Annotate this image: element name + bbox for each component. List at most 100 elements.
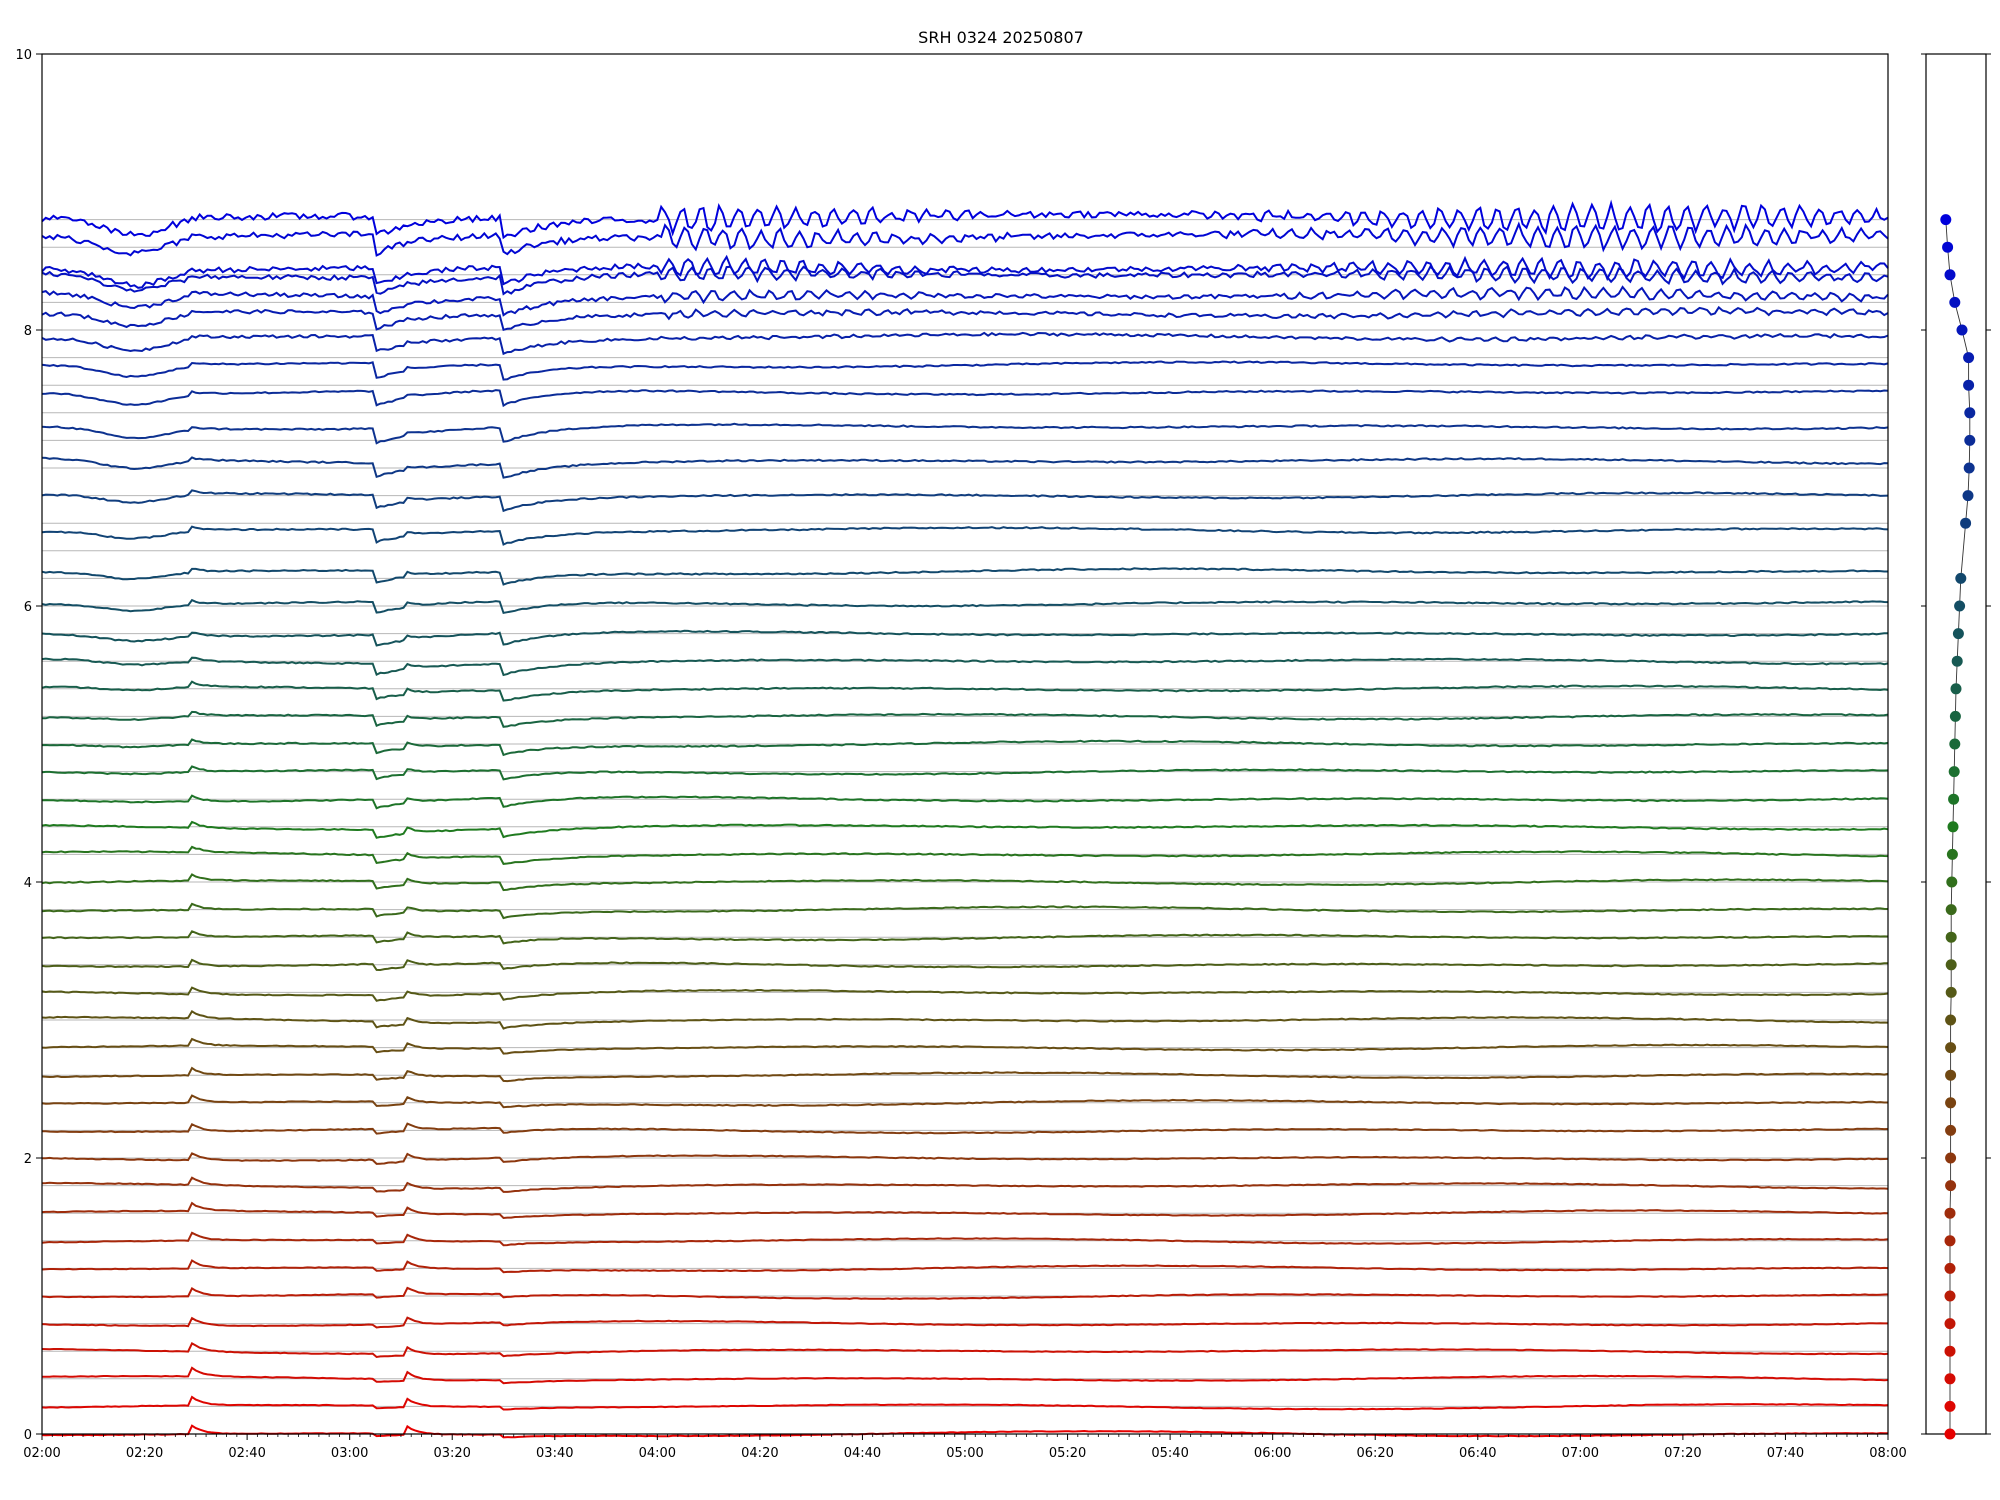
y-tick-label: 10 <box>15 48 32 63</box>
x-tick-label: 02:20 <box>126 1446 163 1461</box>
channel-trace <box>41 902 1889 920</box>
x-tick-label: 04:40 <box>844 1446 881 1461</box>
side-point <box>1945 904 1957 916</box>
channel-trace <box>41 389 1889 408</box>
side-y-axis <box>1921 53 1991 1435</box>
channel-trace <box>41 1316 1888 1329</box>
channel-trace <box>41 873 1889 892</box>
side-point <box>1949 710 1961 722</box>
channel-trace <box>41 567 1888 586</box>
side-point <box>1944 1207 1956 1219</box>
channel-trace <box>41 1342 1889 1359</box>
x-tick-label: 05:20 <box>1049 1446 1086 1461</box>
side-point <box>1948 793 1960 805</box>
channel-trace <box>41 1259 1889 1274</box>
x-tick-label: 02:40 <box>228 1446 265 1461</box>
main-plot: 02:00 02:20 02:40 03:00 03:20 03:40 04:00 04:20… <box>15 48 1906 1461</box>
channel-trace <box>41 1094 1888 1109</box>
side-point <box>1945 1014 1957 1026</box>
side-point <box>1944 269 1956 281</box>
channel-trace <box>41 285 1889 317</box>
side-point <box>1946 848 1958 860</box>
side-point <box>1944 1318 1956 1330</box>
side-point <box>1954 600 1966 612</box>
side-point <box>1949 296 1961 308</box>
side-point <box>1963 379 1975 391</box>
channel-trace <box>41 1366 1889 1385</box>
side-point <box>1963 352 1975 364</box>
x-tick-label: 06:40 <box>1459 1446 1496 1461</box>
y-tick-label: 8 <box>24 324 32 339</box>
channel-trace <box>41 199 1889 240</box>
side-point <box>1956 324 1968 336</box>
side-point <box>1964 407 1976 419</box>
x-tick-label: 02:00 <box>23 1446 60 1461</box>
channel-trace <box>41 986 1889 1002</box>
channel-trace <box>41 598 1889 615</box>
side-point <box>1945 1152 1957 1164</box>
side-point <box>1945 1124 1957 1136</box>
side-point <box>1944 1235 1956 1247</box>
channel-trace <box>41 525 1889 546</box>
side-point <box>1944 1373 1956 1385</box>
side-point <box>1940 214 1952 226</box>
side-point <box>1944 1400 1956 1412</box>
channel-trace <box>41 1066 1889 1083</box>
side-point <box>1962 490 1974 502</box>
x-tick-label: 07:00 <box>1562 1446 1599 1461</box>
channel-trace <box>41 254 1889 289</box>
x-tick-label: 05:40 <box>1151 1446 1188 1461</box>
channel-trace <box>41 1152 1889 1165</box>
side-plot-frame <box>1925 53 1987 1435</box>
channel-trace <box>41 489 1889 513</box>
channel-trace <box>41 656 1889 677</box>
side-point <box>1945 986 1957 998</box>
x-axis: 02:00 02:20 02:40 03:00 03:20 03:40 04:00 04:20… <box>23 1434 1907 1461</box>
channel-trace <box>41 1201 1889 1220</box>
y-tick-label: 2 <box>24 1152 32 1167</box>
channel-trace <box>41 331 1889 356</box>
x-tick-label: 07:20 <box>1664 1446 1701 1461</box>
side-points <box>1940 214 1976 1440</box>
chart-title: SRH 0324 20250807 <box>918 28 1084 47</box>
channel-trace <box>41 264 1889 296</box>
channel-trace <box>41 305 1889 332</box>
x-tick-label: 05:00 <box>946 1446 983 1461</box>
x-tick-label: 03:20 <box>433 1446 470 1461</box>
side-point <box>1951 655 1963 667</box>
channel-trace <box>41 221 1889 257</box>
channel-trace <box>41 820 1889 839</box>
side-point <box>1944 1428 1956 1440</box>
x-tick-label: 03:00 <box>331 1446 368 1461</box>
channel-trace <box>41 794 1889 810</box>
side-point <box>1942 241 1954 253</box>
y-tick-label: 0 <box>24 1428 32 1443</box>
side-point <box>1945 1042 1957 1054</box>
side-point <box>1952 628 1964 640</box>
side-point <box>1964 434 1976 446</box>
y-axis: 0 2 4 6 8 10 <box>15 48 42 1443</box>
x-tick-label: 08:00 <box>1869 1446 1906 1461</box>
channel-trace <box>41 456 1889 479</box>
x-tick-label: 03:40 <box>536 1446 573 1461</box>
side-point <box>1945 931 1957 943</box>
channel-trace <box>41 1122 1889 1135</box>
x-tick-label: 06:00 <box>1254 1446 1291 1461</box>
channel-trace <box>41 422 1889 445</box>
channel-trace <box>41 738 1889 757</box>
channel-trace <box>41 1395 1889 1411</box>
x-tick-label: 06:20 <box>1356 1446 1393 1461</box>
x-tick-label: 07:40 <box>1767 1446 1804 1461</box>
side-point <box>1947 821 1959 833</box>
side-point <box>1955 572 1967 584</box>
channel-trace <box>41 1010 1889 1030</box>
y-tick-label: 6 <box>24 600 32 615</box>
side-point <box>1944 1290 1956 1302</box>
channel-trace <box>41 629 1888 647</box>
side-point <box>1944 1345 1956 1357</box>
side-point <box>1945 1180 1957 1192</box>
side-point <box>1946 876 1958 888</box>
channel-trace <box>41 765 1889 781</box>
channel-trace <box>41 845 1889 865</box>
